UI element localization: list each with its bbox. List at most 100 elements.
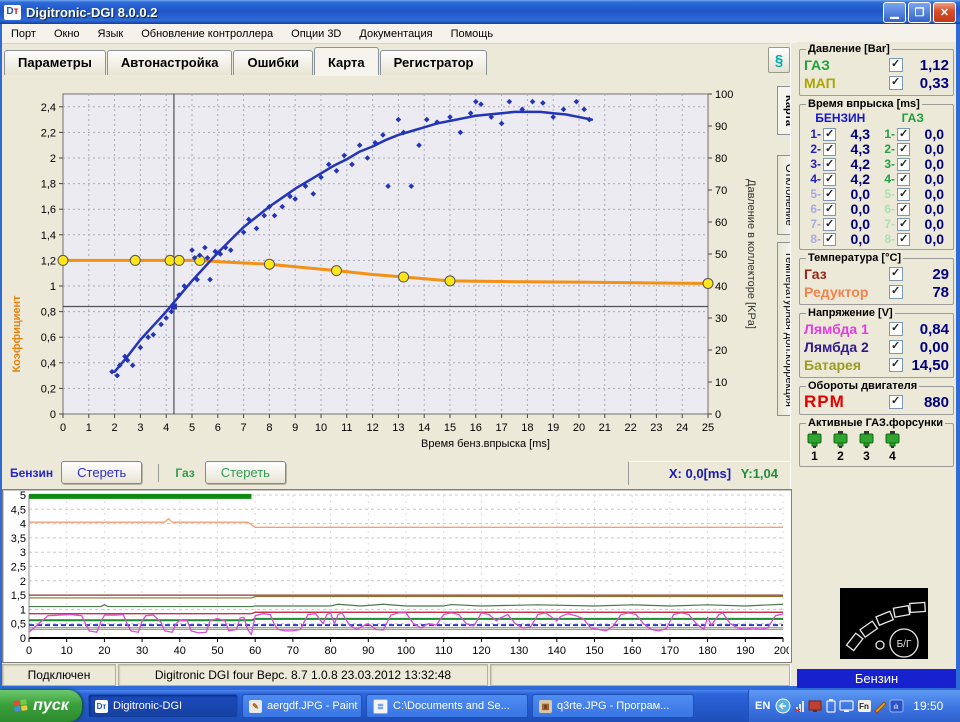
benzin-injector-index: 2-: [804, 142, 821, 156]
gas-injector-checkbox[interactable]: [897, 203, 910, 216]
svg-text:9: 9: [292, 422, 298, 434]
svg-text:23: 23: [650, 422, 662, 434]
svg-text:3,5: 3,5: [11, 533, 26, 545]
fuel-map-chart[interactable]: 00,20,40,60,811,21,41,61,822,22,40123456…: [6, 84, 774, 459]
gas-injector-checkbox[interactable]: [897, 188, 910, 201]
injector-number: 4: [889, 449, 896, 463]
fn-icon[interactable]: Fn: [858, 700, 871, 712]
tab-Ошибки[interactable]: Ошибки: [233, 50, 312, 75]
pressure-checkbox[interactable]: [889, 76, 903, 90]
taskbar-task-3[interactable]: ≣C:\Documents and Se...: [366, 694, 528, 718]
benzin-clear-button[interactable]: Стереть: [61, 461, 142, 484]
gas-clear-button[interactable]: Стереть: [205, 461, 286, 484]
gas-injector-checkbox[interactable]: [897, 233, 910, 246]
svg-text:10: 10: [61, 645, 73, 657]
voltage-checkbox[interactable]: [889, 340, 903, 354]
menu-item-Язык[interactable]: Язык: [89, 26, 133, 42]
minimize-button[interactable]: ▁: [883, 2, 906, 23]
gas-injection-value: 0,0: [908, 141, 944, 157]
svg-text:2: 2: [20, 576, 26, 588]
tab-Параметры[interactable]: Параметры: [4, 50, 106, 75]
voltage-row: Батарея14,50: [804, 356, 949, 374]
task-label: q3rte.JPG - Програм...: [557, 700, 669, 712]
pen-icon[interactable]: [875, 702, 886, 713]
close-button[interactable]: ✕: [933, 2, 956, 23]
language-indicator[interactable]: EN: [755, 700, 770, 712]
svg-text:0: 0: [50, 409, 56, 421]
temperature-checkbox[interactable]: [889, 285, 903, 299]
benzin-injector-checkbox[interactable]: [823, 143, 836, 156]
tab-Регистратор[interactable]: Регистратор: [380, 50, 488, 75]
battery-icon[interactable]: [827, 699, 835, 712]
display-alert-icon[interactable]: [809, 701, 821, 712]
recorder-chart[interactable]: 00,511,522,533,544,550102030405060708090…: [3, 490, 789, 660]
taskbar-task-2[interactable]: ✎aergdf.JPG - Paint: [242, 694, 362, 718]
menu-item-Опции 3D[interactable]: Опции 3D: [282, 26, 350, 42]
svg-text:6: 6: [215, 422, 221, 434]
svg-text:130: 130: [510, 645, 528, 657]
restore-button[interactable]: ❐: [908, 2, 931, 23]
svg-text:10: 10: [715, 377, 727, 389]
rpm-checkbox[interactable]: [889, 395, 903, 409]
benzin-injector-checkbox[interactable]: [823, 158, 836, 171]
helper-icon[interactable]: [776, 699, 790, 713]
fuel-mode-indicator[interactable]: Бензин: [797, 669, 956, 688]
controller-info: Digitronic DGI four Верс. 8.7 1.0.8 23.0…: [118, 664, 488, 686]
app-tray-icon[interactable]: ılı: [890, 700, 903, 712]
svg-text:3: 3: [137, 422, 143, 434]
benzin-injector-checkbox[interactable]: [823, 173, 836, 186]
svg-text:2,4: 2,4: [41, 102, 56, 114]
svg-text:120: 120: [472, 645, 490, 657]
benzin-injector-index: 5-: [804, 187, 821, 201]
voltage-checkbox[interactable]: [889, 358, 903, 372]
benzin-injector-checkbox[interactable]: [823, 128, 836, 141]
status-spare-cell: [490, 664, 790, 686]
menu-item-Документация[interactable]: Документация: [350, 26, 441, 42]
menu-item-Порт[interactable]: Порт: [2, 26, 45, 42]
gas-injector-index: 6-: [878, 202, 895, 216]
gas-injector-checkbox[interactable]: [897, 158, 910, 171]
taskbar-task-4[interactable]: ▣q3rte.JPG - Програм...: [532, 694, 694, 718]
menu-item-Помощь[interactable]: Помощь: [442, 26, 503, 42]
svg-text:0: 0: [20, 633, 26, 645]
monitor-icon[interactable]: [840, 701, 853, 712]
voltage-row: Лямбда 10,84: [804, 320, 949, 338]
gas-injection-value: 0,0: [908, 216, 944, 232]
gas-injector-checkbox[interactable]: [897, 173, 910, 186]
svg-text:0: 0: [715, 409, 721, 421]
benzin-injector-checkbox[interactable]: [823, 188, 836, 201]
svg-text:80: 80: [324, 645, 336, 657]
cursor-y-value: Y:1,04: [741, 466, 778, 481]
gas-injector-index: 8-: [878, 232, 895, 246]
tab-Автонастройка[interactable]: Автонастройка: [107, 50, 233, 75]
connection-icon-button[interactable]: §: [768, 47, 790, 73]
voltage-value: 0,84: [903, 321, 949, 338]
injector-icon: [858, 431, 875, 449]
benzin-injector-checkbox[interactable]: [823, 203, 836, 216]
temperature-checkbox[interactable]: [889, 267, 903, 281]
gas-coefficient-map-marker: [331, 266, 341, 276]
menu-item-Обновление контроллера[interactable]: Обновление контроллера: [132, 26, 282, 42]
gas-injector-checkbox[interactable]: [897, 218, 910, 231]
signal-icon[interactable]: [795, 701, 804, 712]
svg-text:100: 100: [715, 89, 733, 101]
benzin-injector-checkbox[interactable]: [823, 233, 836, 246]
gas-injector-checkbox[interactable]: [897, 143, 910, 156]
svg-text:7: 7: [241, 422, 247, 434]
voltage-checkbox[interactable]: [889, 322, 903, 336]
benzin-injector-checkbox[interactable]: [823, 218, 836, 231]
gas-injector-indicator-1: 1: [806, 431, 823, 463]
svg-text:110: 110: [435, 645, 453, 657]
svg-text:22: 22: [624, 422, 636, 434]
tab-Карта[interactable]: Карта: [314, 47, 379, 75]
clock[interactable]: 19:50: [913, 699, 943, 713]
svg-text:25: 25: [702, 422, 714, 434]
injection-row-8: 8-0,08-0,0: [804, 231, 949, 246]
taskbar-task-1[interactable]: DтDigitronic-DGI: [88, 694, 238, 718]
temperature-row: Газ29: [804, 265, 949, 283]
temperature-label: Редуктор: [804, 284, 868, 300]
gas-injector-checkbox[interactable]: [897, 128, 910, 141]
tray-icons: Fn ılı: [774, 697, 906, 715]
pressure-checkbox[interactable]: [889, 58, 903, 72]
menu-item-Окно[interactable]: Окно: [45, 26, 89, 42]
